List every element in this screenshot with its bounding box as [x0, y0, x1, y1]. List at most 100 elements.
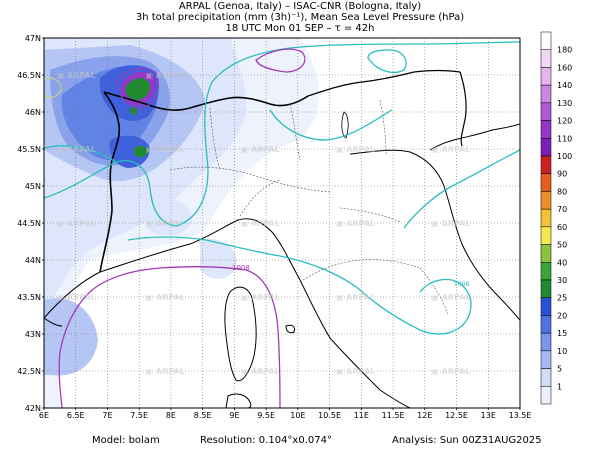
lon-tick-label: 7.5E [130, 411, 148, 420]
header-line-3: 18 UTC Mon 01 SEP – τ = 42h [225, 23, 375, 34]
precip-core-green-2 [130, 107, 138, 116]
colorbar-level-label: 15 [557, 329, 567, 338]
colorbar-level-label: 5 [557, 365, 562, 374]
lon-tick-label: 13.5E [509, 411, 532, 420]
colorbar-level-label: 100 [557, 152, 572, 161]
lon-tick-label: 11.5E [382, 411, 405, 420]
colorbar-level-label: 20 [557, 311, 567, 320]
precip-area-blue-5 [109, 135, 150, 168]
watermark-text: ▣ ARPAL [336, 219, 375, 228]
watermark-text: ▣ ARPAL [431, 145, 470, 154]
colorbar-swatch [540, 244, 552, 263]
watermark-text: ▣ ARPAL [336, 367, 375, 376]
colorbar-swatch [540, 31, 552, 50]
watermark-text: ▣ ARPAL [146, 293, 185, 302]
colorbar-level-label: 70 [557, 205, 567, 214]
region-borders [169, 99, 449, 315]
colorbar-swatch [540, 262, 552, 281]
lake-garda [341, 111, 349, 139]
watermark-text: ▣ ARPAL [146, 367, 185, 376]
watermark-text: ▣ ARPAL [336, 293, 375, 302]
watermark-text: ▣ ARPAL [431, 293, 470, 302]
lat-tick-label: 47N [25, 34, 41, 43]
precip-area-blue-7 [44, 298, 98, 376]
lat-tick-label: 42N [25, 404, 41, 413]
watermark-text: ▣ ARPAL [146, 219, 185, 228]
watermark-text: ▣ ARPAL [57, 293, 96, 302]
map-annotations: 1008 1008 ▣ ARPAL▣ ARPAL ▣ ARPAL ▣ ARPAL ▣ … [57, 71, 471, 376]
longitude-labels: 6E 6.5E 7E 7.5E 8E 8.5E 9E 9.5E 10E 10.5E 11E 11.5E… [39, 408, 532, 420]
isobar-purple-3 [117, 67, 159, 109]
isobar-purple-2 [255, 48, 306, 73]
lon-tick-label: 9E [229, 411, 239, 420]
colorbar-swatch [540, 138, 552, 157]
colorbar-swatch [540, 386, 552, 405]
colorbar-level-label: 10 [557, 347, 567, 356]
colorbar-swatch [540, 208, 552, 228]
colorbar-level-label: 130 [557, 99, 572, 108]
colorbar-level-label: 110 [557, 134, 572, 143]
watermark-text: ▣ ARPAL [336, 145, 375, 154]
colorbar-level-label: 1 [557, 382, 562, 391]
header-line-1: ARPAL (Genoa, Italy) – ISAC-CNR (Bologna… [178, 1, 422, 12]
isobar-cyan-3 [367, 49, 407, 73]
lat-tick-label: 42.5N [17, 367, 41, 376]
colorbar-swatch [540, 191, 552, 210]
watermark-text: ▣ ARPAL [146, 145, 185, 154]
coastline-adriatic-north [429, 123, 520, 151]
isobar-layer [44, 41, 520, 408]
colorbar-level-label: 40 [557, 258, 567, 267]
isobar-cyan-1 [44, 41, 520, 227]
latitude-labels: 47N 46.5N 46N 45.5N 45N 44.5N 44N 43.5N 43N 42.5N… [17, 34, 44, 413]
lon-tick-label: 12.5E [445, 411, 468, 420]
map-figure: 1008 1008 ▣ ARPAL▣ ARPAL ▣ ARPAL ▣ ARPAL ▣ … [17, 34, 532, 420]
colorbar-swatch [540, 49, 552, 68]
coordinate-grid [44, 38, 520, 408]
lon-tick-label: 7E [102, 411, 112, 420]
isobar-cyan-4 [127, 236, 472, 335]
lon-tick-label: 10.5E [318, 411, 341, 420]
isobar-purple-1 [58, 266, 281, 408]
colorbar-legend: 1801601401301201101009080706050403025201… [540, 31, 572, 405]
lon-tick-label: 8E [166, 411, 176, 420]
colorbar-level-label: 90 [557, 170, 567, 179]
colorbar-level-label: 120 [557, 117, 572, 126]
lon-tick-label: 6E [39, 411, 49, 420]
colorbar-swatches [540, 31, 552, 405]
lat-tick-label: 43N [25, 330, 41, 339]
border-slovenia [459, 71, 467, 147]
watermark-text: ▣ ARPAL [57, 145, 96, 154]
colorbar-level-label: 30 [557, 276, 567, 285]
isobar-cyan-2 [269, 109, 393, 141]
colorbar-swatch [540, 120, 552, 139]
colorbar-level-label: 80 [557, 187, 567, 196]
precip-area-light-3 [200, 239, 237, 279]
isobar-label-1008: 1008 [232, 264, 250, 272]
coastline-adriatic [349, 149, 520, 321]
colorbar-swatch [540, 297, 552, 316]
lon-tick-label: 9.5E [257, 411, 275, 420]
colorbar-labels: 1801601401301201101009080706050403025201… [557, 46, 572, 392]
colorbar-swatch [540, 84, 552, 104]
colorbar-swatch [540, 67, 552, 86]
colorbar-level-label: 50 [557, 241, 567, 250]
colorbar-level-label: 25 [557, 294, 567, 303]
colorbar-swatch [540, 315, 552, 334]
lon-tick-label: 10E [290, 411, 305, 420]
watermark-text: ▣ ARPAL [146, 71, 185, 80]
precip-area-light-4 [140, 196, 192, 236]
isobar-cyan-6 [403, 149, 520, 229]
colorbar-swatch [540, 279, 552, 298]
lat-tick-label: 45N [25, 182, 41, 191]
colorbar-level-label: 160 [557, 63, 572, 72]
analysis-info: Analysis: Sun 00Z31AUG2025 [392, 435, 542, 446]
lon-tick-label: 6.5E [67, 411, 85, 420]
isobar-label-1008-east: 1008 [454, 281, 469, 288]
watermark-text: ▣ ARPAL [241, 145, 280, 154]
watermark-text: ▣ ARPAL [57, 71, 96, 80]
watermark-layer: ▣ ARPAL ▣ ARPAL ▣ ARPAL ▣ ARPAL ▣ ARPAL ▣ ARP… [57, 71, 471, 376]
watermark-text: ▣ ARPAL [431, 367, 470, 376]
lat-tick-label: 43.5N [17, 293, 41, 302]
colorbar-swatch [540, 226, 552, 245]
colorbar-level-label: 60 [557, 223, 567, 232]
